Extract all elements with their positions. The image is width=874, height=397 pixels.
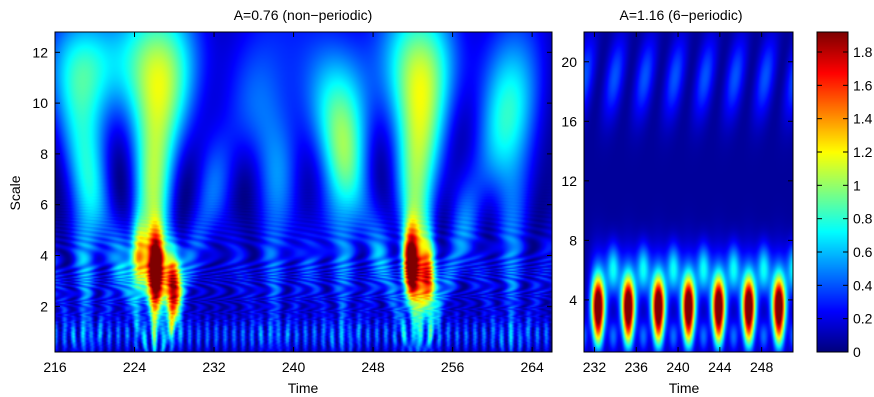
colorbar-tick-label: 1.4 [853, 111, 873, 127]
right-x-axis-label: Time [669, 380, 700, 396]
x-tick-label: 224 [123, 359, 147, 375]
y-tick-label: 10 [32, 95, 48, 111]
right-panel-title: A=1.16 (6−periodic) [620, 7, 743, 23]
x-tick-label: 240 [282, 359, 306, 375]
x-tick-label: 248 [361, 359, 385, 375]
colorbar: 0 0.2 0.4 0.6 0.8 1 1.2 1.4 1.6 1.8 [816, 31, 873, 360]
x-tick-label: 240 [666, 359, 690, 375]
x-tick-label: 216 [43, 359, 67, 375]
x-tick-label: 264 [520, 359, 544, 375]
colorbar-tick-label: 0.4 [853, 277, 873, 293]
x-tick-label: 244 [708, 359, 732, 375]
colorbar-tick-label: 0.2 [853, 311, 873, 327]
colorbar-tick-label: 1.6 [853, 77, 873, 93]
colorbar-tick-label: 1.8 [853, 44, 873, 60]
left-heatmap-image [55, 32, 552, 352]
left-heatmap-area [55, 32, 552, 352]
left-panel-title: A=0.76 (non−periodic) [234, 7, 373, 23]
y-tick-label: 4 [40, 247, 48, 263]
colorbar-frame [816, 31, 849, 353]
colorbar-gradient [817, 32, 848, 352]
left-scalogram-panel: A=0.76 (non−periodic) 216 224 232 240 248 256… [7, 7, 553, 396]
left-y-axis-label: Scale [7, 175, 23, 210]
colorbar-tick-label: 1 [853, 177, 861, 193]
y-tick-label: 12 [32, 44, 48, 60]
colorbar-tick-label: 0.8 [853, 211, 873, 227]
right-heatmap-area [584, 32, 793, 352]
left-x-ticks: 216 224 232 240 248 256 264 [43, 32, 544, 375]
left-x-axis-label: Time [288, 380, 319, 396]
colorbar-ticks: 0 0.2 0.4 0.6 0.8 1 1.2 1.4 1.6 1.8 [817, 44, 873, 360]
colorbar-tick-label: 0 [853, 344, 861, 360]
x-tick-label: 232 [583, 359, 607, 375]
colorbar-tick-label: 1.2 [853, 144, 873, 160]
y-tick-label: 16 [561, 113, 577, 129]
y-tick-label: 8 [569, 232, 577, 248]
y-tick-label: 4 [569, 292, 577, 308]
right-heatmap-image [584, 32, 793, 352]
y-tick-label: 8 [40, 146, 48, 162]
right-scalogram-panel: A=1.16 (6−periodic) 232 236 240 244 248 4 8 12… [561, 7, 794, 396]
right-x-ticks: 232 236 240 244 248 [583, 32, 774, 375]
y-tick-label: 2 [40, 298, 48, 314]
x-tick-label: 256 [441, 359, 465, 375]
colorbar-tick-label: 0.6 [853, 244, 873, 260]
y-tick-label: 12 [561, 173, 577, 189]
y-tick-label: 20 [561, 54, 577, 70]
right-y-ticks: 4 8 12 16 20 [561, 54, 793, 308]
right-axes-frame [583, 31, 794, 353]
left-y-ticks: 2 4 6 8 10 12 [32, 44, 552, 314]
y-tick-label: 6 [40, 197, 48, 213]
x-tick-label: 248 [750, 359, 774, 375]
left-axes-frame [54, 31, 553, 353]
x-tick-label: 236 [625, 359, 649, 375]
x-tick-label: 232 [202, 359, 226, 375]
